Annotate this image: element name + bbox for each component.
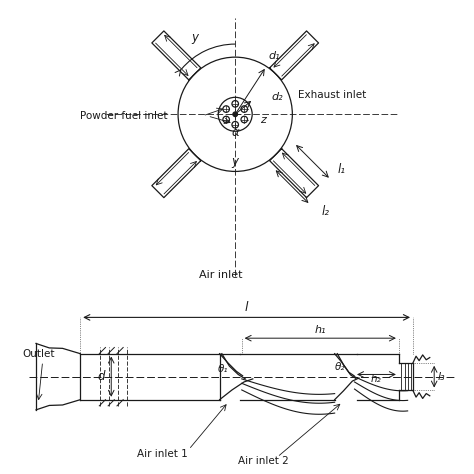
- Text: Air inlet 2: Air inlet 2: [238, 456, 289, 466]
- Text: y: y: [231, 155, 238, 168]
- Text: Exhaust inlet: Exhaust inlet: [298, 90, 366, 100]
- Text: y: y: [191, 31, 198, 44]
- Text: d₂: d₂: [272, 91, 283, 101]
- Text: Air inlet 1: Air inlet 1: [137, 449, 188, 459]
- Text: d: d: [98, 370, 105, 383]
- Text: Air inlet: Air inlet: [199, 270, 242, 280]
- Text: θ₂: θ₂: [335, 362, 345, 372]
- Text: z: z: [260, 116, 265, 126]
- Text: Outlet: Outlet: [23, 349, 55, 359]
- Text: Powder fuel inlet: Powder fuel inlet: [80, 111, 168, 121]
- Text: l₁: l₁: [337, 163, 346, 176]
- Text: l: l: [245, 301, 248, 314]
- Text: l₂: l₂: [322, 205, 330, 218]
- Text: α: α: [231, 127, 239, 139]
- Text: h₁: h₁: [315, 325, 326, 335]
- Text: h₂: h₂: [371, 374, 382, 384]
- Text: θ₁: θ₁: [218, 364, 228, 374]
- Text: d₁: d₁: [269, 51, 281, 61]
- Circle shape: [233, 112, 237, 117]
- Text: l₃: l₃: [438, 372, 446, 382]
